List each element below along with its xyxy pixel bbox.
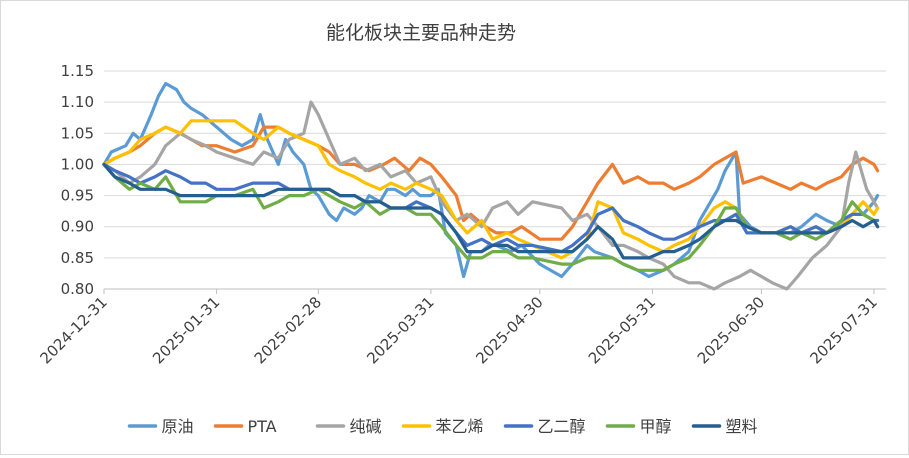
y-tick-label: 0.90 <box>61 218 94 236</box>
y-axis-tick-labels: 0.80 0.85 0.90 0.95 1.00 1.05 1.10 1.15 <box>61 62 94 298</box>
y-tick-label: 0.95 <box>61 187 94 205</box>
x-tick-label: 2024-12-31 <box>36 293 110 367</box>
x-tick-label: 2025-05-31 <box>585 293 659 367</box>
x-tick-label: 2025-03-31 <box>363 293 437 367</box>
legend-label: 甲醇 <box>640 417 672 436</box>
legend-label: 苯乙烯 <box>436 417 484 436</box>
series-line-2 <box>102 125 880 241</box>
x-tick-label: 2025-06-30 <box>694 293 768 367</box>
legend: 原油 PTA 纯碱 苯乙烯 乙二醇 甲醇 塑料 <box>127 417 758 436</box>
y-tick-label: 0.80 <box>61 280 94 298</box>
legend-label: 纯碱 <box>350 417 382 436</box>
y-tick-label: 1.00 <box>61 155 94 173</box>
x-tick-label: 2025-04-30 <box>472 293 546 367</box>
y-tick-label: 1.10 <box>61 93 94 111</box>
legend-label: 原油 <box>162 417 194 436</box>
series-line-6 <box>102 162 880 272</box>
x-tick-label: 2025-07-31 <box>806 293 880 367</box>
y-tick-label: 1.05 <box>61 124 94 142</box>
x-tick-label: 2025-02-28 <box>251 293 325 367</box>
chart-title: 能化板块主要品种走势 <box>326 22 516 44</box>
series-line-3 <box>102 100 880 291</box>
legend-label: PTA <box>248 417 277 436</box>
series-lines <box>102 81 880 291</box>
y-tick-label: 1.15 <box>61 62 94 80</box>
legend-label: 乙二醇 <box>538 417 586 436</box>
x-axis: 2024-12-31 2025-01-31 2025-02-28 2025-03-31… <box>36 288 886 367</box>
y-tick-label: 0.85 <box>61 249 94 267</box>
x-tick-label: 2025-01-31 <box>149 293 223 367</box>
series-line-7 <box>102 162 880 260</box>
legend-label: 塑料 <box>726 417 758 436</box>
